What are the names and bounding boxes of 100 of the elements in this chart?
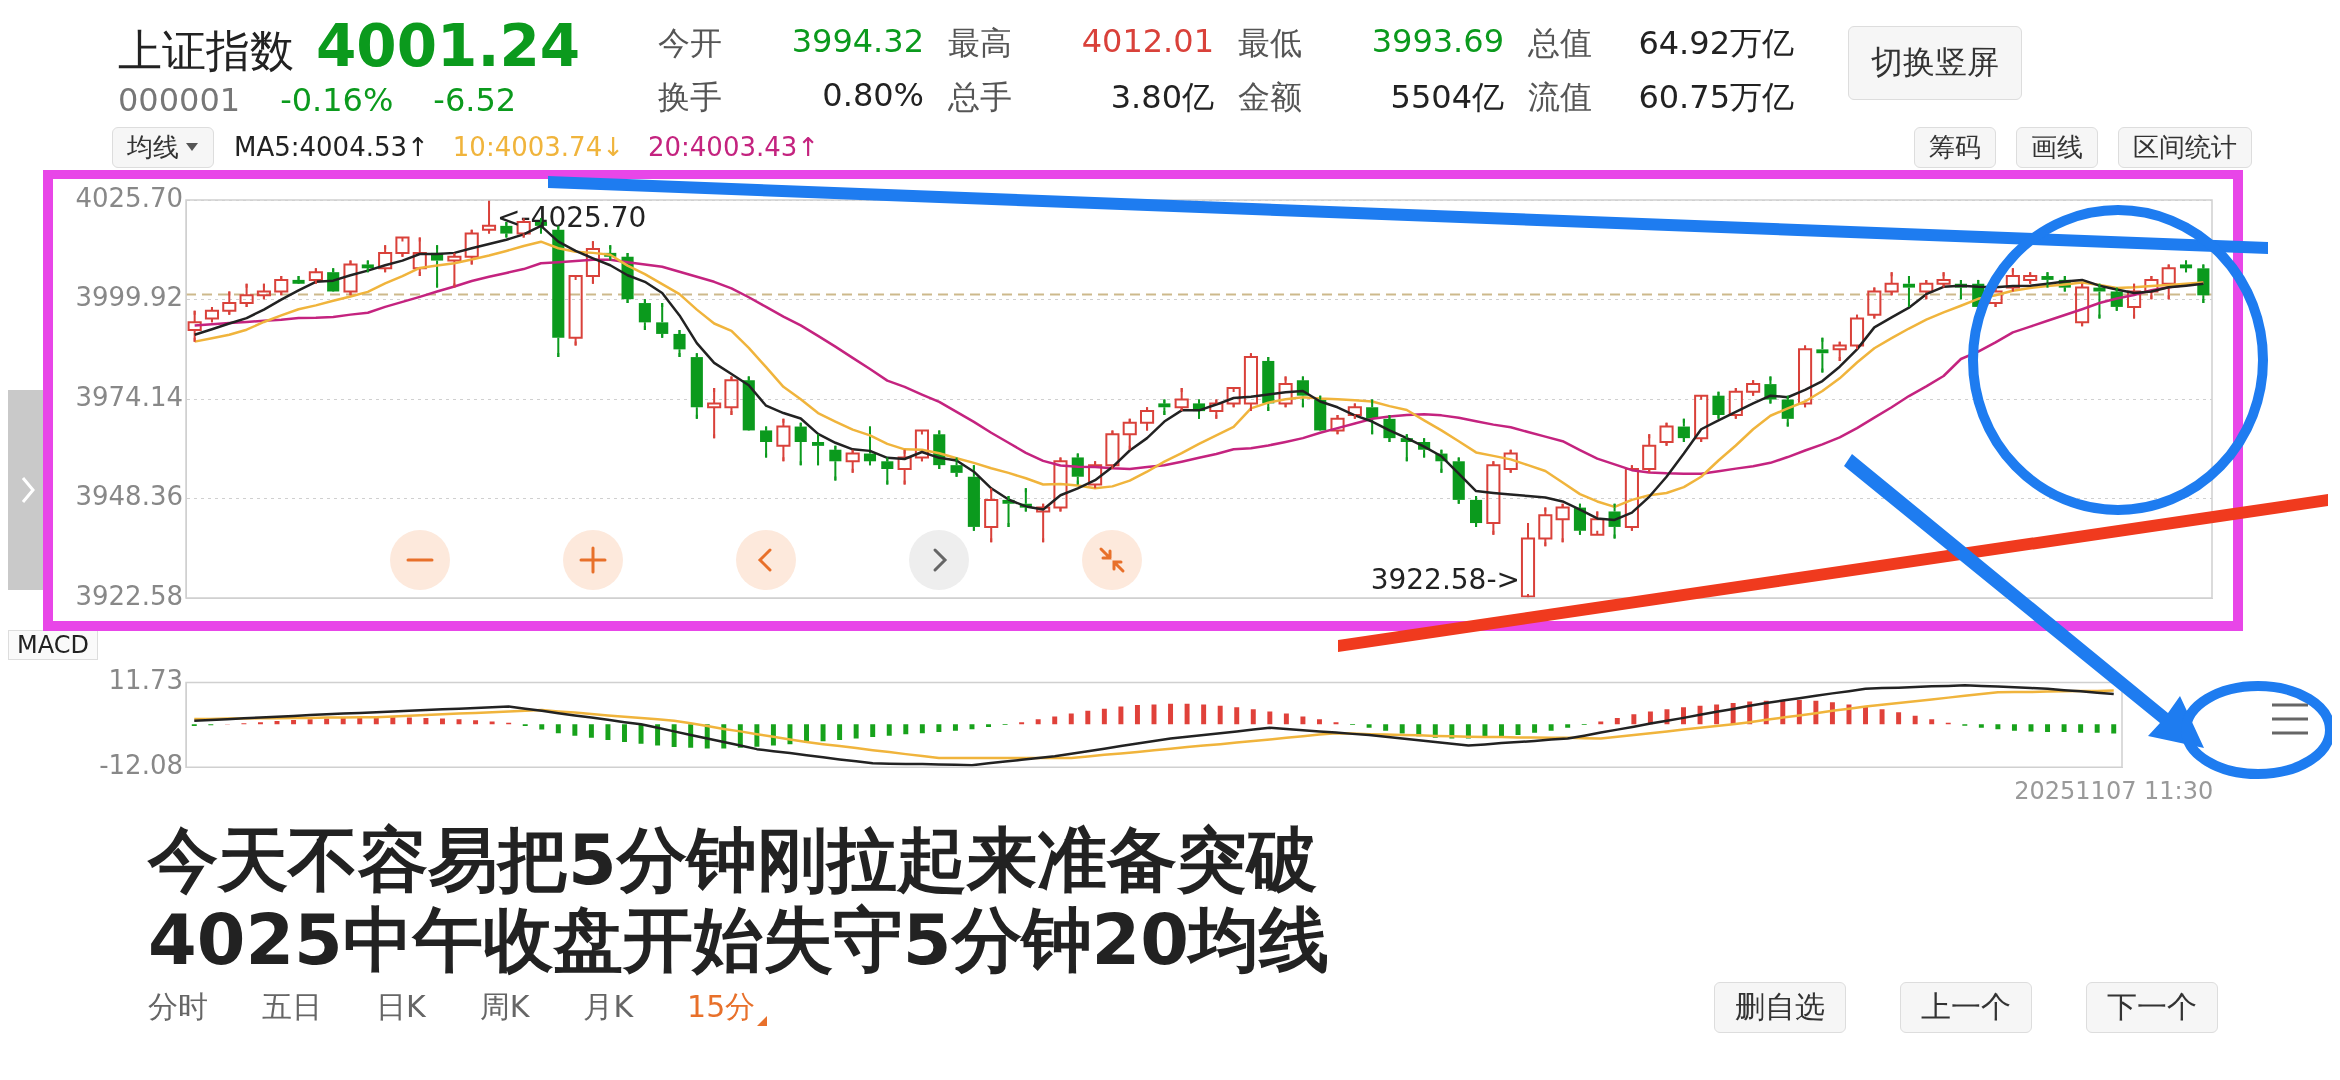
text: 周K xyxy=(479,987,530,1026)
text: 10:4003.74↓ xyxy=(452,132,624,162)
candlestick xyxy=(845,448,860,474)
bar xyxy=(1168,703,1174,725)
text: 15分 xyxy=(687,987,757,1026)
bar xyxy=(257,722,263,725)
candlestick xyxy=(1642,433,1657,474)
candlestick xyxy=(378,244,393,274)
bar xyxy=(1995,724,2001,730)
candlestick xyxy=(1452,456,1465,505)
bar xyxy=(870,724,876,738)
bar xyxy=(572,724,578,736)
candlestick xyxy=(343,259,358,297)
candlestick xyxy=(447,251,462,289)
candlestick xyxy=(308,267,323,285)
bar xyxy=(1118,706,1124,725)
text: 4001.24 xyxy=(316,12,581,80)
bar xyxy=(1383,724,1389,731)
bar xyxy=(1399,724,1405,734)
text: 切换竖屏 xyxy=(1848,26,2022,100)
candlestick xyxy=(742,375,755,432)
y-tick-label: 11.73 xyxy=(108,665,183,696)
bar xyxy=(1201,704,1207,725)
y-tick-label: 3999.92 xyxy=(75,282,183,313)
text: -0.16% xyxy=(280,81,394,119)
text: 筹码 xyxy=(1914,126,1996,168)
candlestick xyxy=(1816,336,1829,374)
candlestick xyxy=(1659,421,1674,447)
candlestick xyxy=(760,425,773,459)
bar xyxy=(1598,721,1604,725)
bar xyxy=(555,724,561,734)
text: 0.80% xyxy=(821,76,925,116)
candlestick xyxy=(1849,313,1865,351)
candlestick xyxy=(881,456,894,486)
candlestick xyxy=(1122,417,1137,451)
bar xyxy=(1052,716,1058,725)
bar xyxy=(837,724,843,740)
bar xyxy=(1499,724,1504,737)
bar xyxy=(456,719,462,725)
y-tick-label: 3922.58 xyxy=(75,580,183,611)
candlestick xyxy=(1867,286,1882,320)
bar xyxy=(903,724,909,735)
text: 4025中午收盘开始失守5分钟20均线 xyxy=(148,899,1330,981)
candlestick xyxy=(1209,398,1224,420)
text: -6.52 xyxy=(433,81,517,119)
candlestick xyxy=(1053,456,1068,513)
candlestick xyxy=(776,417,791,463)
text: 均线 xyxy=(112,126,214,168)
candlestick xyxy=(811,433,825,467)
candlestick xyxy=(1366,398,1379,436)
x-tick-label: 20251107 11:30 xyxy=(2014,776,2214,805)
bar xyxy=(1035,719,1041,725)
bar xyxy=(936,724,942,733)
text: 画线 xyxy=(2016,126,2098,168)
y-tick-label: 3948.36 xyxy=(75,481,183,512)
candlestick xyxy=(2075,282,2090,328)
text: 总手 xyxy=(948,77,1013,118)
candlestick xyxy=(984,487,999,544)
bar xyxy=(1068,713,1074,725)
text: 最高 xyxy=(948,23,1013,64)
candlestick xyxy=(1278,375,1293,409)
candlestick xyxy=(204,305,220,324)
bar xyxy=(1978,724,1984,728)
bar xyxy=(1896,712,1902,725)
text: 分时 xyxy=(148,987,208,1026)
candlestick xyxy=(638,298,651,332)
bar xyxy=(2011,724,2017,731)
text: 5504亿 xyxy=(1389,77,1505,118)
bar xyxy=(423,717,429,725)
bar xyxy=(1515,724,1521,735)
annotation: <-4025.70 xyxy=(497,201,647,235)
text: 删自选 xyxy=(1714,981,1846,1033)
text: 4012.01 xyxy=(1080,22,1215,62)
chart-subtitle: 000001 xyxy=(118,81,241,119)
candlestick xyxy=(2023,271,2038,285)
text: 区间统计 xyxy=(2118,126,2252,168)
y-tick-label: 3974.14 xyxy=(75,381,183,412)
bar xyxy=(919,724,925,734)
bar xyxy=(539,724,545,730)
candlestick xyxy=(897,448,912,486)
bar xyxy=(1316,719,1322,725)
candlestick xyxy=(1590,510,1605,536)
candlestick xyxy=(1677,417,1690,443)
candlestick xyxy=(222,290,237,316)
text: 上一个 xyxy=(1900,981,2032,1033)
bar xyxy=(1565,724,1571,728)
text: 五日 xyxy=(262,987,322,1026)
candlestick xyxy=(1036,502,1051,544)
text: 3994.32 xyxy=(790,22,925,62)
bar xyxy=(952,724,958,731)
annotation: 3922.58-> xyxy=(1370,563,1521,597)
bar xyxy=(1134,705,1140,725)
bar xyxy=(1631,714,1637,725)
bar xyxy=(1267,711,1273,725)
bar xyxy=(1929,719,1935,725)
candlestick xyxy=(2161,263,2176,301)
candlestick xyxy=(1088,460,1103,490)
candlestick xyxy=(914,429,929,463)
bar xyxy=(1085,710,1091,725)
text: MA5:4004.53↑ xyxy=(234,132,429,162)
